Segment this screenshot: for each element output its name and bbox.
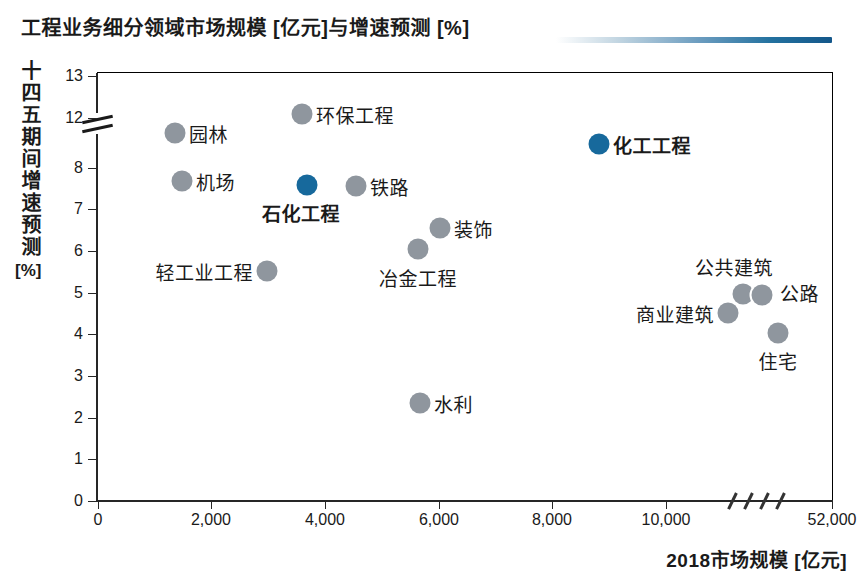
scatter-point xyxy=(165,123,186,144)
y-tick-label: 12 xyxy=(35,109,83,127)
x-tick-label: 0 xyxy=(56,511,140,529)
scatter-point xyxy=(408,239,429,260)
y-tick-label: 3 xyxy=(35,367,83,385)
scatter-point-label: 装饰 xyxy=(454,215,493,242)
x-axis-title: 2018市场规模 [亿元] xyxy=(666,545,847,572)
y-tick-label: 8 xyxy=(35,159,83,177)
x-tick-mark xyxy=(98,501,100,509)
scatter-point xyxy=(172,171,193,192)
y-tick-mark xyxy=(88,334,97,336)
y-tick-mark xyxy=(88,459,97,461)
scatter-point-label: 石化工程 xyxy=(262,199,340,226)
y-tick-mark xyxy=(88,118,97,120)
scatter-point xyxy=(297,175,318,196)
x-tick-label: 4,000 xyxy=(283,511,367,529)
y-tick-label: 13 xyxy=(35,67,83,85)
scatter-point-label: 园林 xyxy=(189,120,228,147)
scatter-point xyxy=(733,284,754,305)
scatter-point-label: 轻工业工程 xyxy=(155,258,253,285)
scatter-point-label: 公共建筑 xyxy=(695,253,773,280)
y-tick-mark xyxy=(88,76,97,78)
y-tick-label: 5 xyxy=(35,284,83,302)
x-tick-mark xyxy=(439,501,441,509)
x-tick-mark xyxy=(832,501,834,509)
y-tick-label: 7 xyxy=(35,200,83,218)
title-gradient-bar xyxy=(556,37,832,43)
scatter-point xyxy=(346,176,367,197)
scatter-point-label: 住宅 xyxy=(758,347,797,374)
y-tick-mark xyxy=(88,376,97,378)
y-tick-mark xyxy=(88,418,97,420)
chart-title: 工程业务细分领域市场规模 [亿元]与增速预测 [%] xyxy=(21,12,470,41)
y-tick-label: 0 xyxy=(35,492,83,510)
scatter-point-label: 商业建筑 xyxy=(636,300,714,327)
y-tick-mark xyxy=(88,168,97,170)
y-tick-mark xyxy=(88,501,97,503)
scatter-point-label: 环保工程 xyxy=(316,101,394,128)
x-tick-label: 6,000 xyxy=(397,511,481,529)
x-tick-mark xyxy=(211,501,213,509)
scatter-point xyxy=(752,285,773,306)
x-tick-label: 2,000 xyxy=(169,511,253,529)
y-tick-mark xyxy=(88,209,97,211)
scatter-point-label: 铁路 xyxy=(370,173,409,200)
y-tick-mark xyxy=(88,293,97,295)
x-tick-mark xyxy=(552,501,554,509)
y-tick-label: 2 xyxy=(35,409,83,427)
scatter-point xyxy=(768,323,789,344)
x-tick-label: 8,000 xyxy=(510,511,594,529)
x-tick-mark xyxy=(666,501,668,509)
scatter-point-label: 化工工程 xyxy=(613,131,691,158)
plot-area: 131287654321002,0004,0006,0008,00010,000… xyxy=(97,72,833,501)
scatter-point xyxy=(718,303,739,324)
scatter-point-label: 冶金工程 xyxy=(379,264,457,291)
x-tick-mark xyxy=(325,501,327,509)
x-tick-label: 10,000 xyxy=(624,511,708,529)
y-axis-unit: [%] xyxy=(15,261,41,281)
y-tick-label: 4 xyxy=(35,325,83,343)
scatter-point xyxy=(410,393,431,414)
y-tick-label: 1 xyxy=(35,450,83,468)
scatter-point-label: 水利 xyxy=(434,390,473,417)
scatter-point-label: 机场 xyxy=(196,168,235,195)
scatter-point xyxy=(257,261,278,282)
y-tick-mark xyxy=(88,251,97,253)
y-tick-label: 6 xyxy=(35,242,83,260)
scatter-point-label: 公路 xyxy=(780,279,819,306)
chart-canvas: 工程业务细分领域市场规模 [亿元]与增速预测 [%] 十四五期间增速预测 [%]… xyxy=(0,0,868,583)
x-axis-line xyxy=(96,500,833,502)
y-axis-line xyxy=(96,73,98,501)
scatter-point xyxy=(589,134,610,155)
x-tick-label: 52,000 xyxy=(790,511,868,529)
scatter-point xyxy=(430,218,451,239)
scatter-point xyxy=(292,104,313,125)
